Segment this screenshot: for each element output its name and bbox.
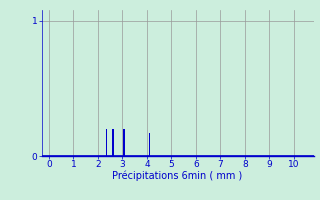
Bar bbox=[106, 129, 108, 156]
Bar bbox=[148, 133, 150, 156]
X-axis label: Précipitations 6min ( mm ): Précipitations 6min ( mm ) bbox=[112, 171, 243, 181]
Bar bbox=[112, 129, 114, 156]
Bar bbox=[123, 129, 124, 156]
